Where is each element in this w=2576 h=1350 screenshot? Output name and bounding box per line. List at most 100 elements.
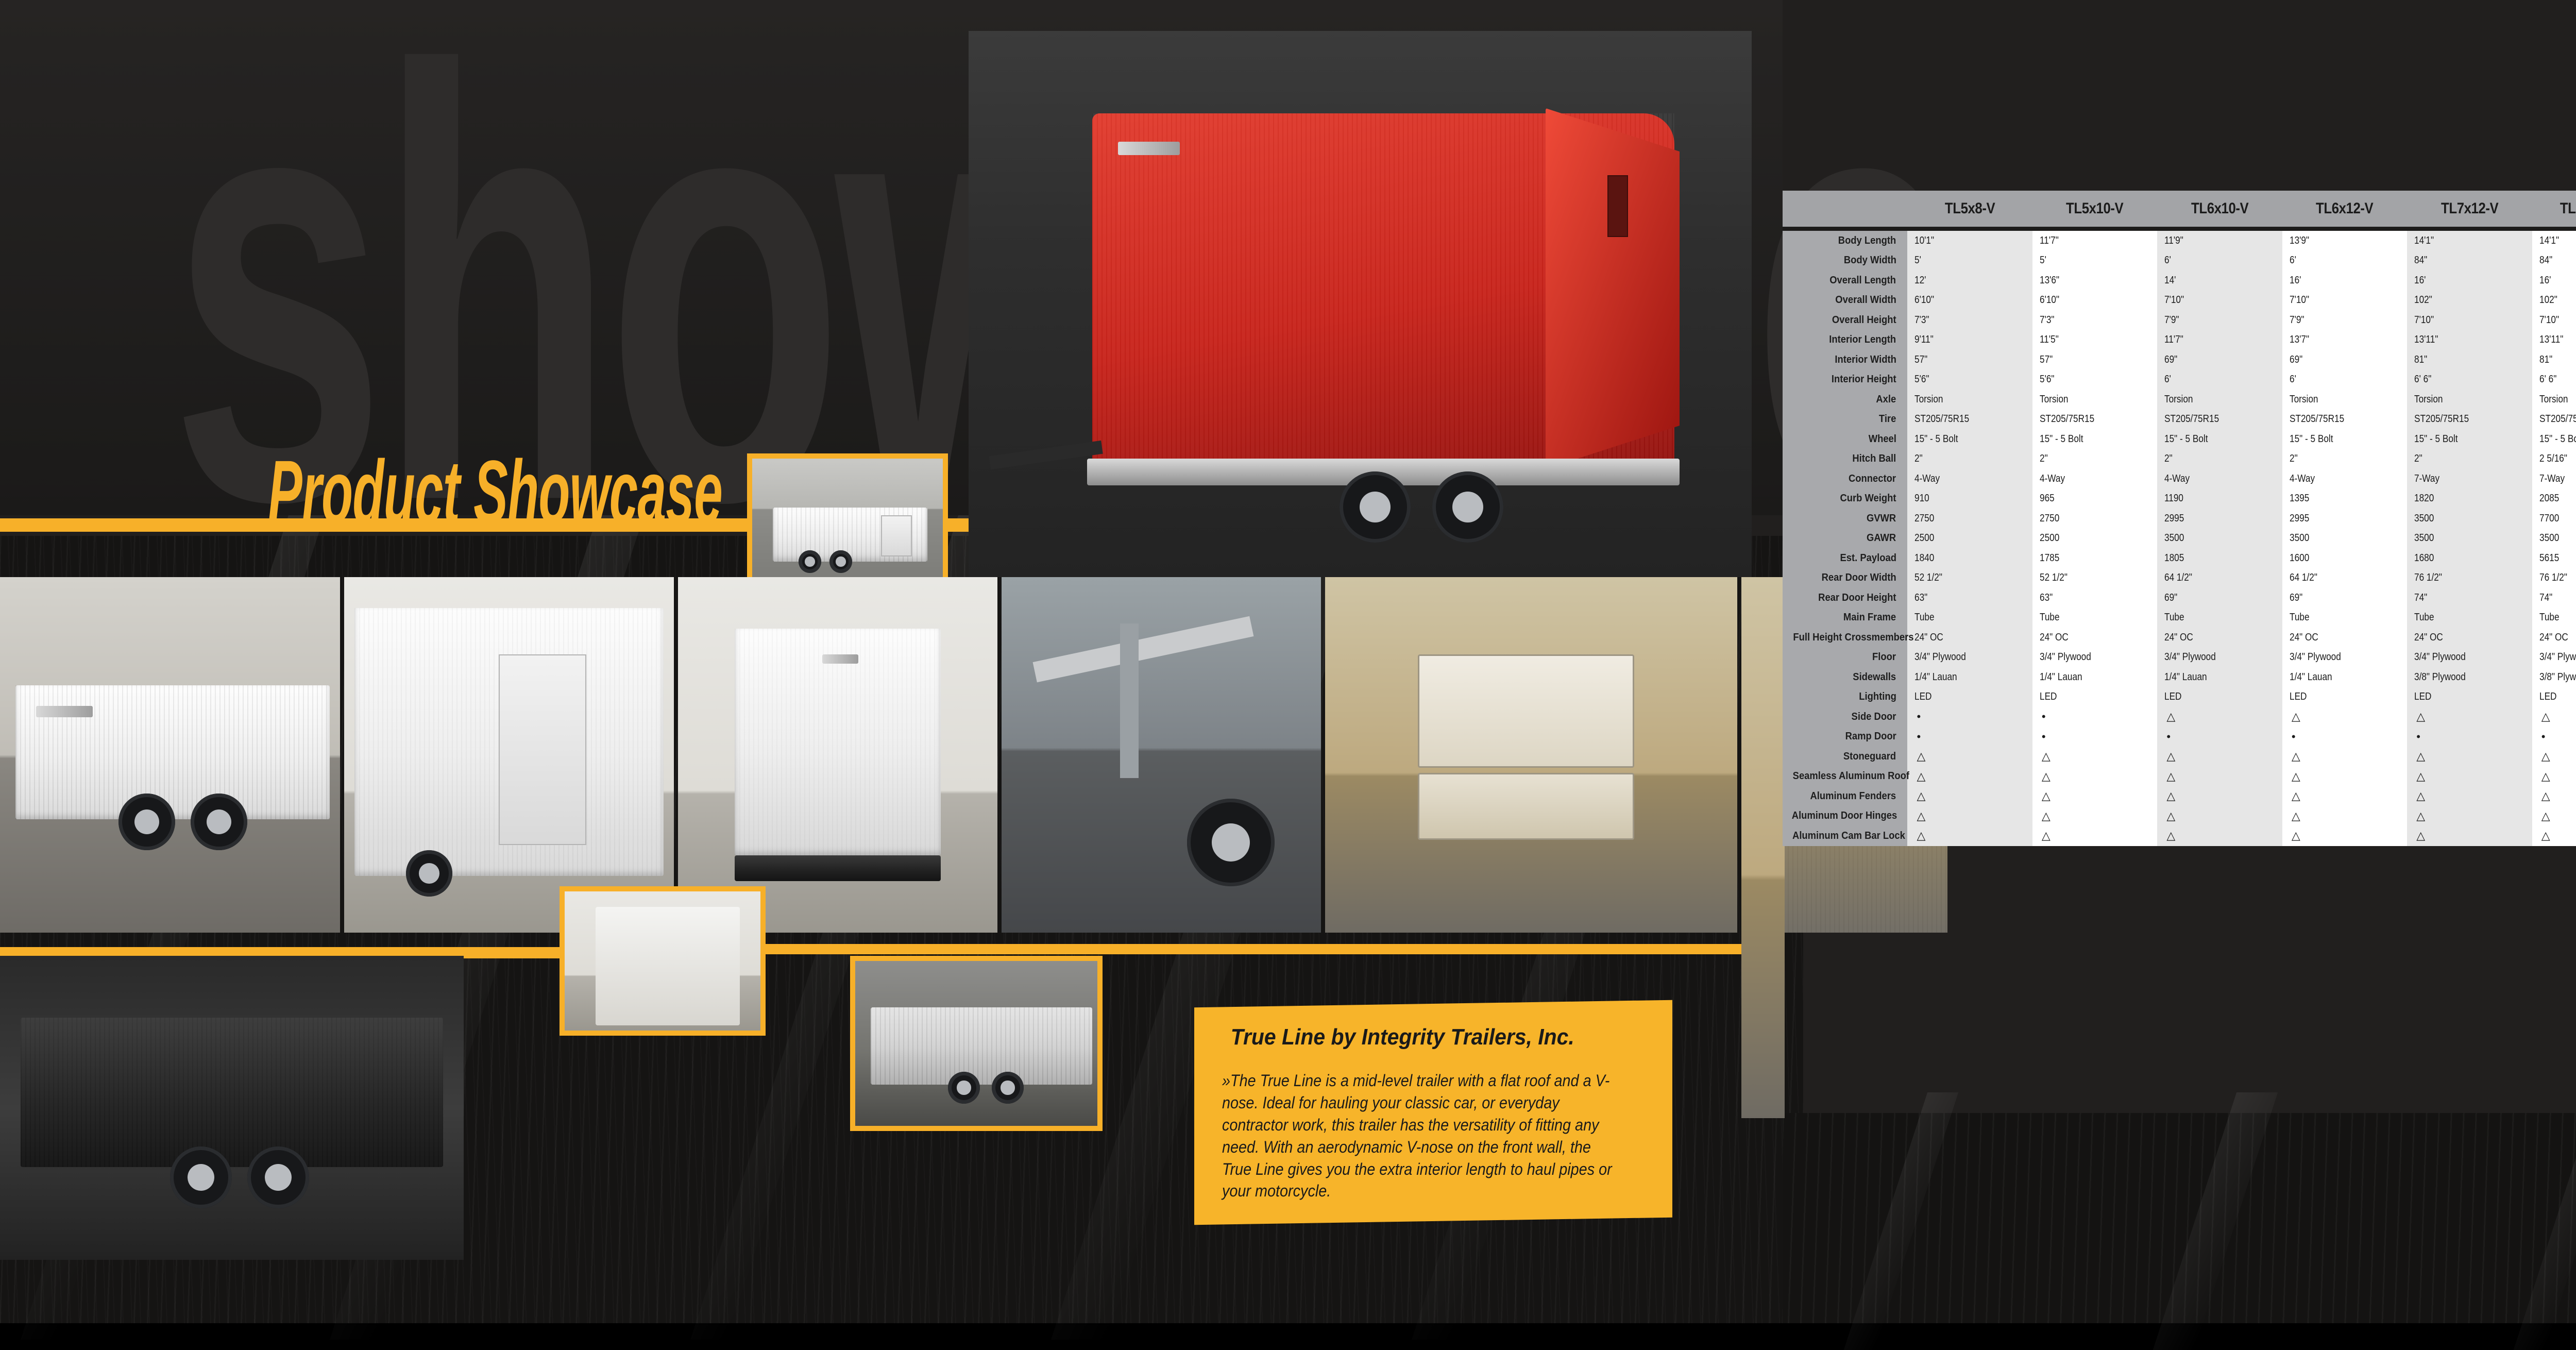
spec-row: GVWR275027502995299535007700770077007700… xyxy=(1783,509,2576,529)
spec-cell: △ xyxy=(2032,747,2158,767)
spec-cell: Torsion xyxy=(2407,390,2532,410)
spec-row-label: Overall Width xyxy=(1783,290,1908,310)
spec-row: Axle Torsion Torsion Torsion Torsion Torsion T… xyxy=(1783,390,2576,410)
spec-cell: ST205/75R15 xyxy=(2282,409,2408,429)
photo-edge-strip xyxy=(1741,577,1785,1118)
spec-cell: 3/8" Plywood xyxy=(2407,667,2532,687)
spec-cell: △ xyxy=(2032,786,2158,806)
spec-cell: 7'3" xyxy=(1907,310,2032,330)
spec-cell: △ xyxy=(2157,707,2282,727)
spec-cell: Tube xyxy=(2532,608,2576,628)
photo-white-trailer-front-building xyxy=(747,453,948,582)
spec-row-label: Full Height Crossmembers xyxy=(1783,628,1914,648)
spec-row-label: Ramp Door xyxy=(1783,727,1908,747)
spec-cell: Torsion xyxy=(2032,390,2158,410)
spec-cell: 81" xyxy=(2532,350,2576,370)
spec-cell: 16' xyxy=(2532,271,2576,291)
spec-cell: △ xyxy=(2157,826,2282,846)
spec-cell: 9'11" xyxy=(1907,330,2032,350)
spec-column-header-tl7x12-t-v: TL7x12-T-V xyxy=(2532,191,2576,227)
spec-cell: • xyxy=(2032,727,2158,747)
spec-cell: 12' xyxy=(1907,271,2032,291)
spec-row-label: Tire xyxy=(1783,409,1908,429)
spec-cell: 6'10" xyxy=(1907,290,2032,310)
spec-cell: 2" xyxy=(2157,449,2282,469)
spec-row-label: Body Width xyxy=(1783,250,1908,271)
spec-cell: 2995 xyxy=(2282,509,2408,529)
spec-cell: ST205/75R15 xyxy=(2157,409,2282,429)
spec-cell: 15" - 5 Bolt xyxy=(2157,429,2282,449)
product-showcase-title: Product Showcase xyxy=(268,442,723,542)
spec-cell: 13'7" xyxy=(2282,330,2408,350)
spec-cell: 4-Way xyxy=(2032,469,2158,489)
spec-cell: 5'6" xyxy=(1907,369,2032,390)
spec-cell: 7'10" xyxy=(2407,310,2532,330)
spec-cell: 7'10" xyxy=(2157,290,2282,310)
spec-cell: △ xyxy=(1907,826,2032,846)
spec-cell: 7-Way xyxy=(2532,469,2576,489)
spec-cell: 3/8" Plywood xyxy=(2532,667,2576,687)
spec-cell: △ xyxy=(2532,707,2576,727)
callout-title: True Line by Integrity Trailers, Inc. xyxy=(1230,1024,1574,1050)
spec-header-row: TL5x8-V TL5x10-V TL6x10-V TL6x12-V TL7x12-V T… xyxy=(1783,191,2576,227)
spec-cell: △ xyxy=(1907,806,2032,826)
spec-row-label: Floor xyxy=(1783,647,1908,667)
spec-cell: LED xyxy=(2032,687,2158,707)
spec-cell: 15" - 5 Bolt xyxy=(2032,429,2158,449)
spec-cell: Torsion xyxy=(2157,390,2282,410)
spec-cell: 24" OC xyxy=(2282,628,2408,648)
spec-cell: △ xyxy=(2157,766,2282,786)
photo-trailer-tongue-jack-detail xyxy=(1002,577,1321,933)
spec-cell: 63" xyxy=(2032,588,2158,608)
accent-bar-middle-left xyxy=(0,947,577,958)
metal-texture-right xyxy=(1783,1092,2576,1350)
spec-row-label: Lighting xyxy=(1783,687,1908,707)
spec-cell: 7700 xyxy=(2532,509,2576,529)
spec-row-label: Est. Payload xyxy=(1783,548,1908,568)
spec-row: LightingLEDLEDLEDLEDLEDLEDLEDLEDLEDLEDLE… xyxy=(1783,687,2576,707)
spec-cell: 5' xyxy=(2032,250,2158,271)
spec-cell: 76 1/2" xyxy=(2407,568,2532,588)
spec-row-label: Rear Door Width xyxy=(1783,568,1908,588)
spec-cell: 3/4" Plywood xyxy=(2282,647,2408,667)
spec-row-label: Aluminum Fenders xyxy=(1783,786,1908,806)
spec-cell: △ xyxy=(2032,826,2158,846)
spec-cell: 7'9" xyxy=(2282,310,2408,330)
spec-cell: LED xyxy=(1907,687,2032,707)
spec-cell: △ xyxy=(2407,786,2532,806)
spec-row: Full Height Crossmembers 24" OC 24" OC 24" … xyxy=(1783,628,2576,648)
spec-cell: 24" OC xyxy=(1907,628,2032,648)
spec-cell: △ xyxy=(2282,707,2408,727)
spec-cell: 2500 xyxy=(1907,528,2032,548)
spec-cell: 57" xyxy=(1907,350,2032,370)
spec-cell: • xyxy=(2407,727,2532,747)
spec-cell: 6'10" xyxy=(2032,290,2158,310)
true-line-callout: True Line by Integrity Trailers, Inc. »T… xyxy=(1194,1000,1672,1225)
spec-cell: 5' xyxy=(1907,250,2032,271)
spec-cell: 1820 xyxy=(2407,488,2532,509)
spec-column-header-tl5x8-v: TL5x8-V xyxy=(1907,191,2032,227)
spec-row: Aluminum Cam Bar Lock△△△△△△△△△△△△ xyxy=(1783,826,2576,846)
spec-column-header-tl6x12-v: TL6x12-V xyxy=(2282,191,2408,227)
spec-header-corner xyxy=(1783,191,1908,227)
spec-cell: 3/4" Plywood xyxy=(2032,647,2158,667)
spec-row-label: Stoneguard xyxy=(1783,747,1908,767)
spec-row-label: Sidewalls xyxy=(1783,667,1908,687)
spec-cell: 10'1" xyxy=(1907,231,2032,251)
spec-cell: 3/4" Plywood xyxy=(1907,647,2032,667)
spec-cell: 1/4" Lauan xyxy=(2282,667,2408,687)
spec-row: Aluminum Fenders△△△△△△△△△△△△ xyxy=(1783,786,2576,806)
spec-cell: 11'7" xyxy=(2032,231,2158,251)
photo-white-trailer-rear-ramp xyxy=(678,577,997,933)
spec-cell: 13'9" xyxy=(2282,231,2408,251)
spec-row: Ramp Door••••••••△△△△ xyxy=(1783,727,2576,747)
spec-cell: ST205/75R15 xyxy=(2032,409,2158,429)
spec-cell: 81" xyxy=(2407,350,2532,370)
spec-cell: 69" xyxy=(2157,588,2282,608)
spec-cell: 2500 xyxy=(2032,528,2158,548)
spec-cell: △ xyxy=(2032,766,2158,786)
spec-cell: 6' xyxy=(2282,250,2408,271)
spec-cell: 76 1/2" xyxy=(2532,568,2576,588)
